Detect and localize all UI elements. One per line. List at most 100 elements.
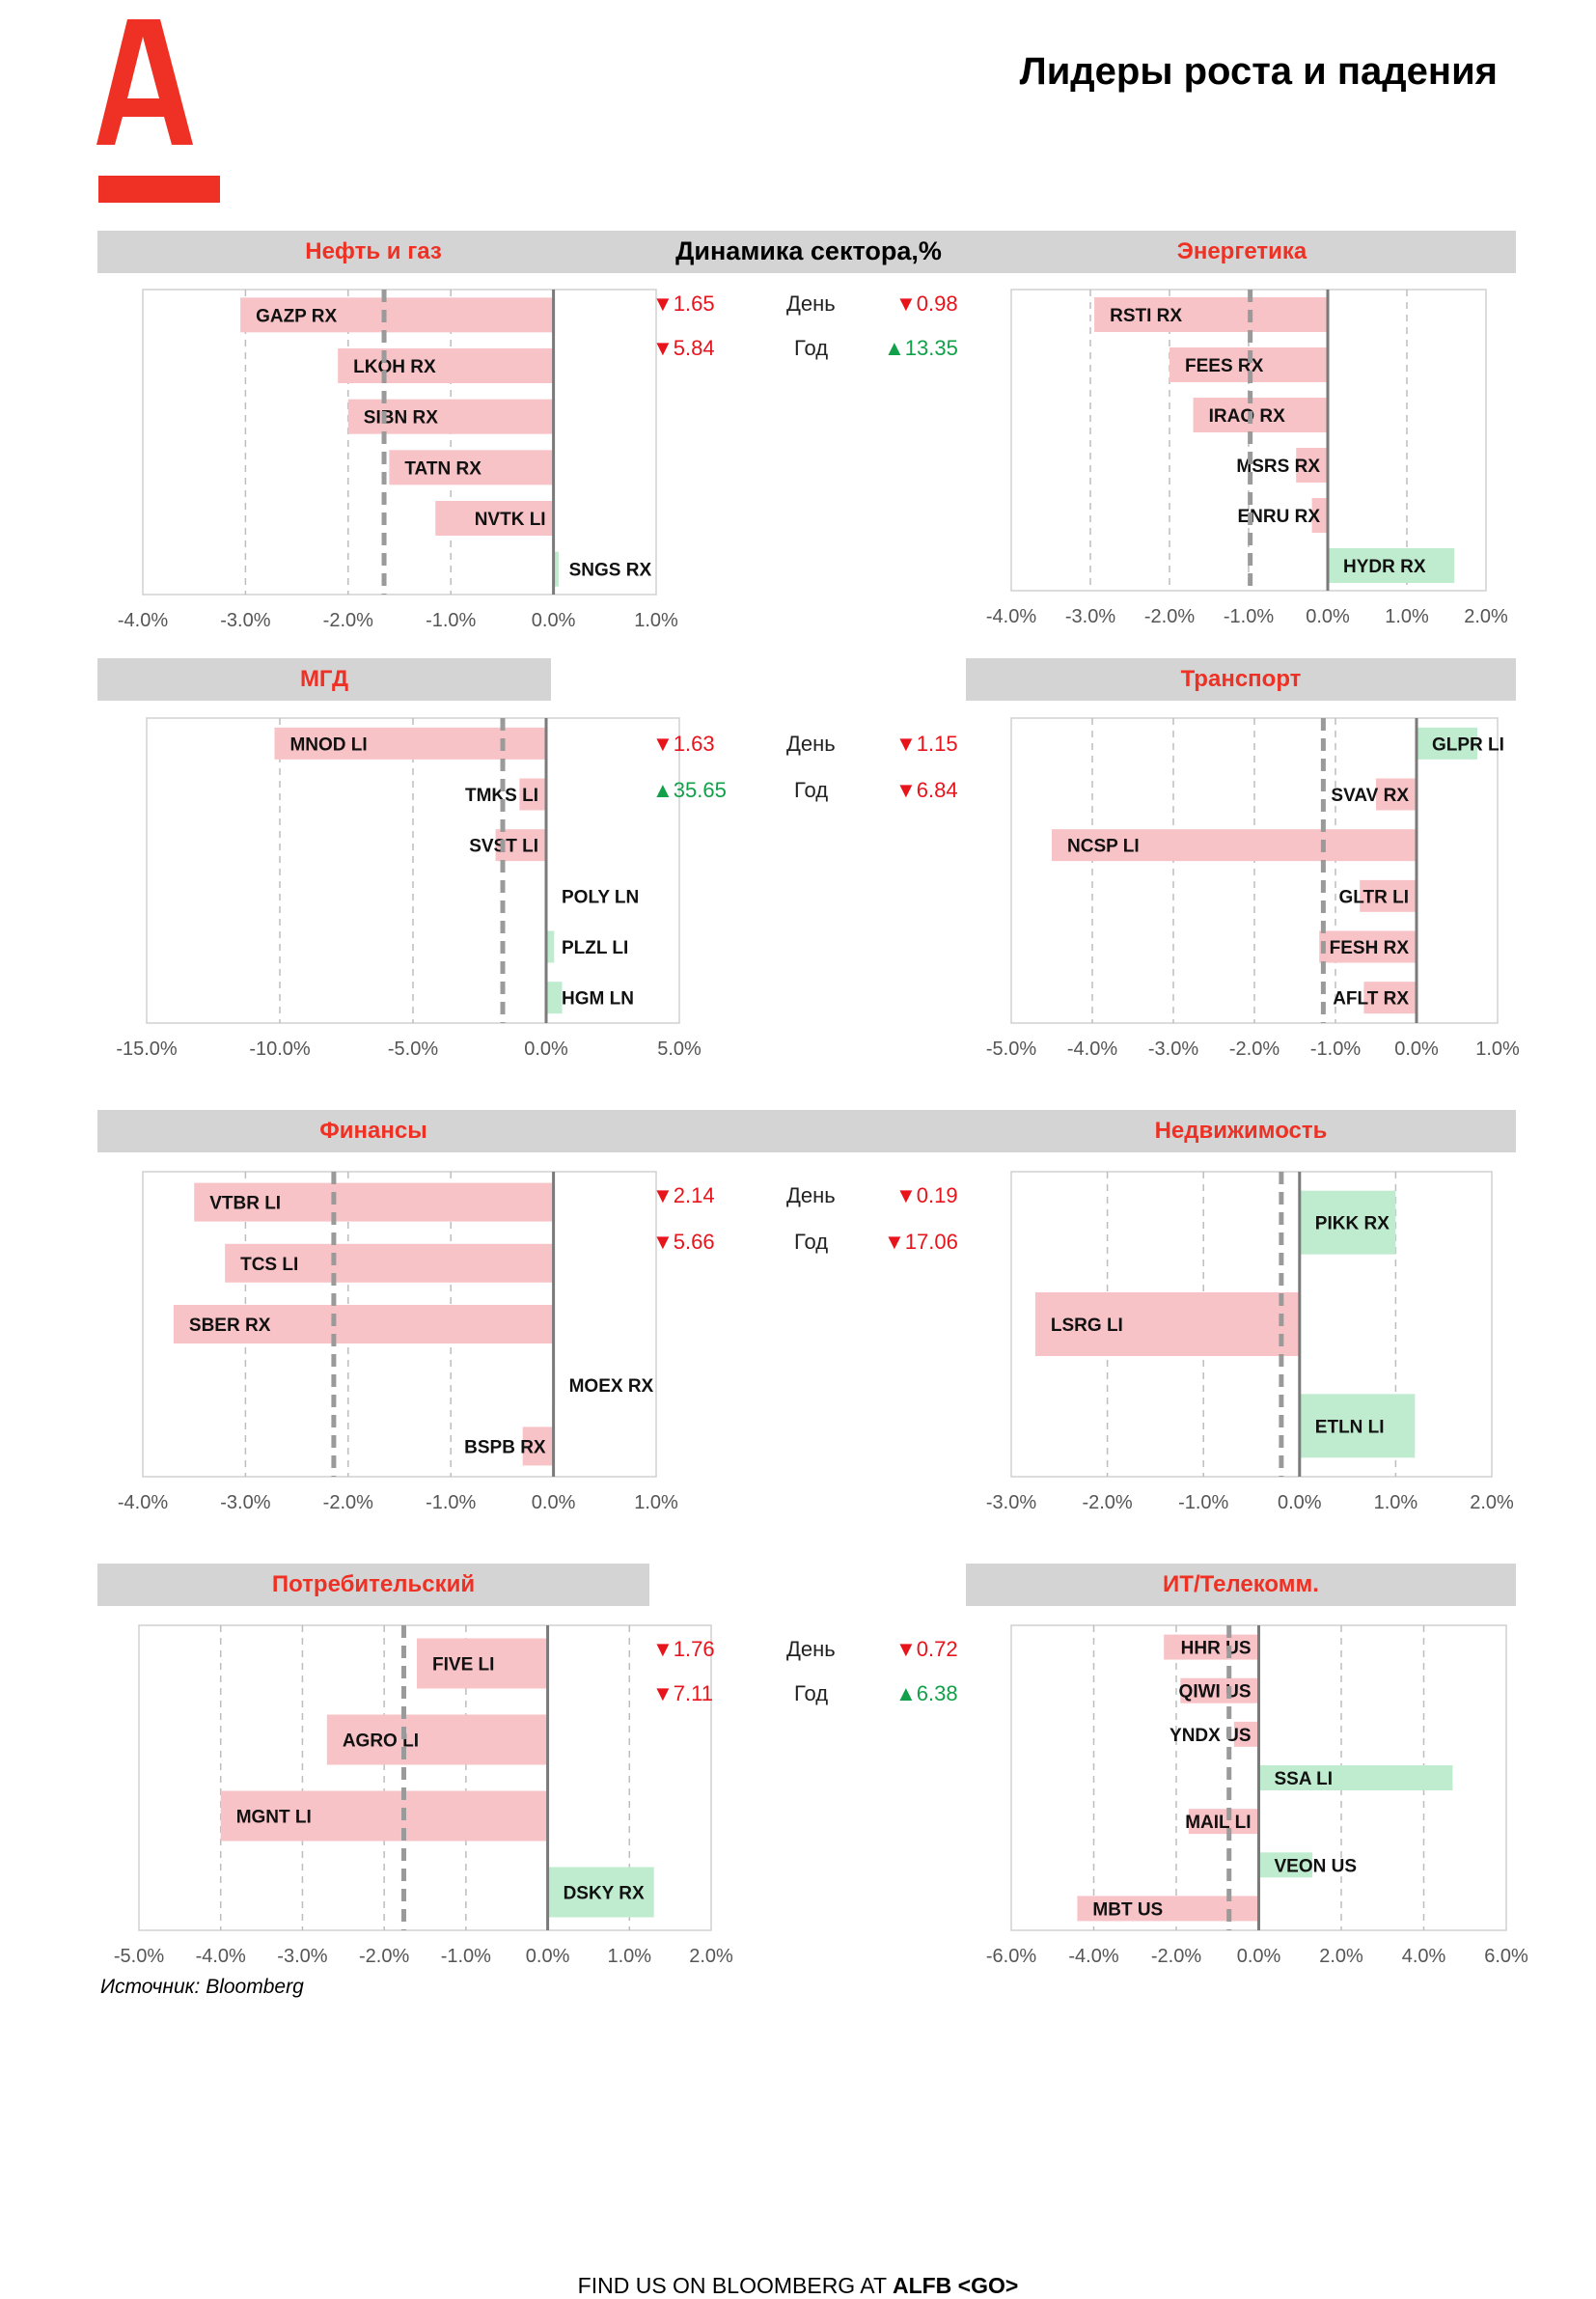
bar-label: FEES RX bbox=[1185, 356, 1264, 376]
day-right-value: ▼0.72 bbox=[895, 1637, 958, 1661]
tick-label: -2.0% bbox=[1151, 1946, 1201, 1967]
bar-label: DSKY RX bbox=[564, 1884, 645, 1904]
bar bbox=[1363, 982, 1417, 1014]
day-left-value: ▼1.63 bbox=[652, 732, 715, 756]
bar bbox=[546, 930, 555, 963]
section-title-consumer: Потребительский bbox=[271, 1571, 476, 1597]
day-right-value: ▼1.15 bbox=[895, 732, 958, 756]
section-title-realestate: Недвижимость bbox=[1154, 1118, 1328, 1144]
tick-label: -1.0% bbox=[1224, 606, 1274, 627]
tick-label: 1.0% bbox=[634, 610, 678, 631]
tick-label: 2.0% bbox=[1470, 1492, 1514, 1513]
bar bbox=[417, 1638, 548, 1689]
tick-label: 5.0% bbox=[657, 1039, 702, 1060]
tick-label: -1.0% bbox=[1310, 1039, 1361, 1060]
chart-energy: -4.0% -3.0% -2.0% -1.0% 0.0% 1.0% 2.0% RSTI RX F… bbox=[986, 289, 1508, 627]
year-left-value: ▼5.84 bbox=[652, 336, 715, 360]
tick-label: -4.0% bbox=[118, 1492, 168, 1513]
tick-label: -3.0% bbox=[220, 1492, 270, 1513]
bar-label: NCSP LI bbox=[1067, 837, 1140, 857]
bar-label: HHR US bbox=[1181, 1639, 1252, 1659]
tick-label: -4.0% bbox=[1068, 1946, 1118, 1967]
section-band-oilgas: Нефть и газ bbox=[97, 231, 649, 273]
footer: FIND US ON BLOOMBERG AT ALFB <GO> bbox=[0, 2273, 1596, 2299]
section-band-dynamics bbox=[649, 231, 968, 273]
bar bbox=[1258, 1852, 1313, 1878]
bar bbox=[519, 778, 546, 811]
tick-label: -3.0% bbox=[277, 1946, 327, 1967]
chart-oilgas: -4.0% -3.0% -2.0% -1.0% 0.0% 1.0% GAZP RX LKOH … bbox=[118, 289, 678, 631]
chart-realestate: -3.0% -2.0% -1.0% 0.0% 1.0% 2.0% PIKK RX LSRG L… bbox=[986, 1171, 1514, 1513]
bar bbox=[220, 1790, 548, 1842]
tick-label: -5.0% bbox=[388, 1039, 438, 1060]
triangle-down-icon: ▼ bbox=[895, 778, 917, 802]
tick-label: 0.0% bbox=[1394, 1039, 1439, 1060]
bar bbox=[1319, 930, 1417, 963]
tick-label: 0.0% bbox=[532, 1492, 576, 1513]
bar bbox=[194, 1182, 554, 1222]
bar-label: LKOH RX bbox=[353, 357, 436, 377]
bar-label: MGNT LI bbox=[236, 1808, 312, 1828]
bar-label: MSRS RX bbox=[1236, 457, 1320, 477]
tick-label: -2.0% bbox=[323, 1492, 373, 1513]
bar bbox=[225, 1243, 554, 1283]
year-label: Год bbox=[794, 336, 829, 360]
bar-label: SNGS RX bbox=[569, 561, 652, 581]
section-band-energy: Энергетика bbox=[968, 231, 1516, 273]
bar-label: TMKS LI bbox=[465, 786, 538, 806]
section-band-metals: МГД bbox=[97, 658, 551, 701]
footer-ticker: ALFB <GO> bbox=[892, 2273, 1019, 2298]
year-right-value: ▲13.35 bbox=[884, 336, 958, 360]
page-title: Лидеры роста и падения bbox=[1019, 50, 1498, 93]
bar-label: SIBN RX bbox=[364, 408, 438, 429]
logo-letter-a-counter bbox=[127, 37, 159, 98]
tick-label: 0.0% bbox=[1237, 1946, 1281, 1967]
footer-text: FIND US ON BLOOMBERG AT bbox=[577, 2273, 893, 2298]
tick-label: 0.0% bbox=[524, 1039, 568, 1060]
tick-label: 2.0% bbox=[1464, 606, 1508, 627]
bar-label: POLY LN bbox=[562, 887, 639, 907]
tick-label: -5.0% bbox=[114, 1946, 164, 1967]
year-label: Год bbox=[794, 1230, 829, 1254]
bar-label: GLTR LI bbox=[1339, 887, 1409, 907]
bar bbox=[1164, 1634, 1259, 1660]
tick-label: 1.0% bbox=[1385, 606, 1429, 627]
triangle-up-icon: ▲ bbox=[884, 336, 905, 360]
bar bbox=[1052, 829, 1417, 862]
section-title-energy: Энергетика bbox=[1176, 238, 1307, 264]
bar bbox=[1417, 727, 1477, 760]
triangle-down-icon: ▼ bbox=[652, 336, 674, 360]
tick-label: -2.0% bbox=[1144, 606, 1195, 627]
chart-transport: -5.0% -4.0% -3.0% -2.0% -1.0% 0.0% 1.0% GLPR LI… bbox=[986, 717, 1520, 1060]
tick-label: 0.0% bbox=[1306, 606, 1350, 627]
tick-label: 1.0% bbox=[634, 1492, 678, 1513]
tick-label: -3.0% bbox=[220, 610, 270, 631]
triangle-down-icon: ▼ bbox=[652, 1230, 674, 1254]
bar-label: MOEX RX bbox=[569, 1376, 654, 1397]
bar bbox=[1299, 1394, 1416, 1458]
tick-label: -3.0% bbox=[1065, 606, 1115, 627]
bar-label: FESH RX bbox=[1330, 938, 1410, 958]
tick-label: -1.0% bbox=[1178, 1492, 1228, 1513]
bar-label: AGRO LI bbox=[343, 1731, 419, 1752]
section-band-consumer: Потребительский bbox=[97, 1564, 649, 1606]
tick-label: 1.0% bbox=[607, 1946, 651, 1967]
chart-ittelecom: -6.0% -4.0% -2.0% 0.0% 2.0% 4.0% 6.0% HHR US QIW… bbox=[986, 1624, 1528, 1967]
alfa-logo bbox=[96, 19, 220, 203]
day-right-value: ▼0.19 bbox=[895, 1183, 958, 1207]
section-band-ittelecom: ИТ/Телекомм. bbox=[966, 1564, 1516, 1606]
tick-label: -1.0% bbox=[441, 1946, 491, 1967]
day-left-value: ▼1.76 bbox=[652, 1637, 715, 1661]
plot-frame bbox=[142, 1171, 657, 1478]
bar-label: BSPB RX bbox=[464, 1437, 546, 1457]
tick-label: 1.0% bbox=[1475, 1039, 1520, 1060]
tick-label: 2.0% bbox=[1319, 1946, 1363, 1967]
tick-label: -3.0% bbox=[1148, 1039, 1198, 1060]
section-title-ittelecom: ИТ/Телекомм. bbox=[1163, 1571, 1319, 1597]
tick-label: -4.0% bbox=[1067, 1039, 1117, 1060]
tick-label: 1.0% bbox=[1374, 1492, 1418, 1513]
bar-label: MAIL LI bbox=[1185, 1813, 1251, 1833]
bar-label: VTBR LI bbox=[209, 1194, 281, 1214]
bar bbox=[547, 1867, 654, 1918]
